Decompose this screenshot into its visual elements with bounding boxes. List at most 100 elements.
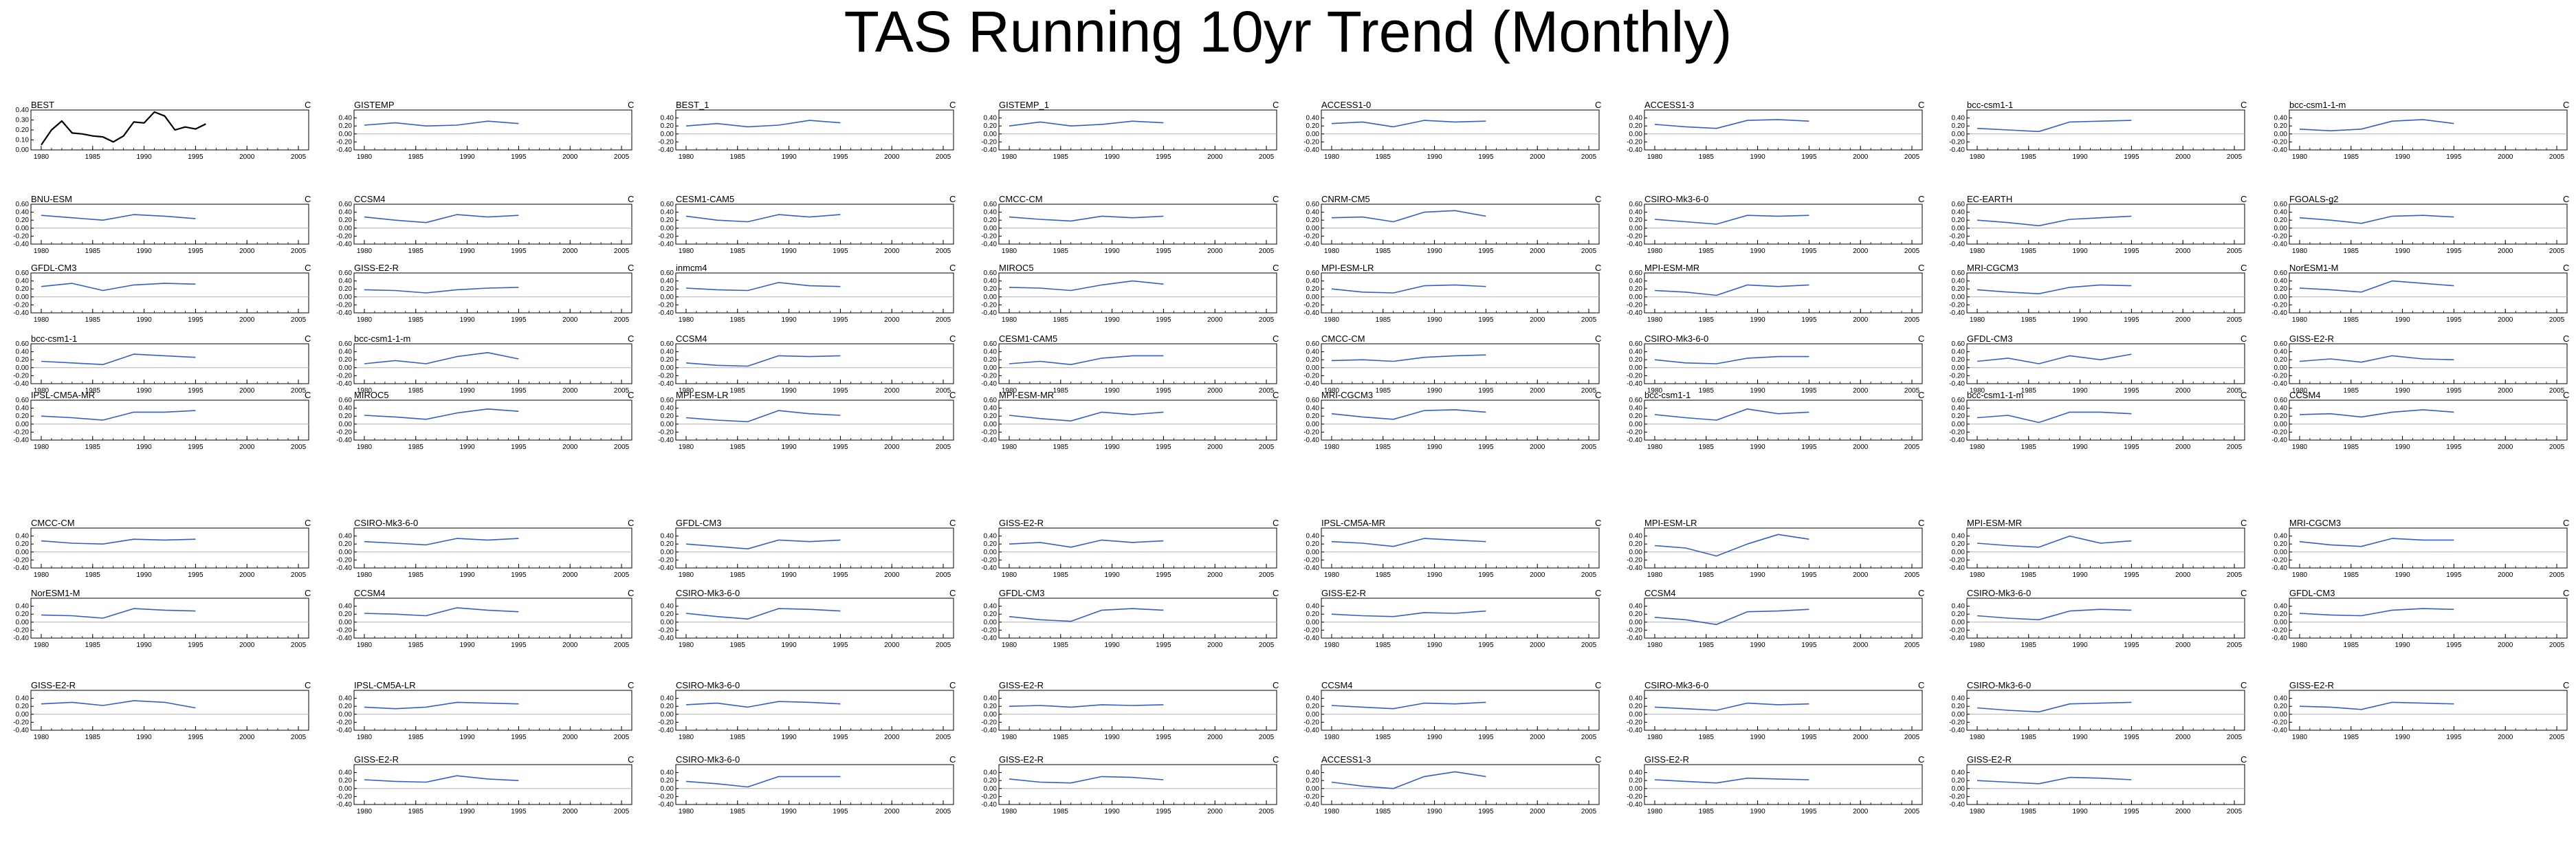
y-tick-label: 0.00 [661,785,674,793]
y-tick-label: 0.00 [984,294,998,301]
panel-unit-label: C [1595,100,1602,110]
y-tick-label: 0.00 [1952,619,1966,626]
model-series-line [41,410,196,421]
plot-frame [30,527,309,569]
y-tick-label: 0.00 [1306,711,1320,719]
plot-frame [675,764,954,805]
x-tick-label: 1980 [34,316,49,324]
x-tick-label: 1990 [2072,248,2088,255]
x-tick-label: 2000 [884,642,900,649]
panel-title: CCSM4 [676,333,707,344]
x-tick-label: 2000 [1530,734,1545,741]
x-tick-label: 1990 [136,444,152,451]
x-tick-label: 1995 [188,571,203,579]
x-tick-label: 1995 [2124,571,2139,579]
x-tick-label: 2005 [291,153,307,161]
x-tick-label: 1985 [85,444,101,451]
y-tick-label: 0.40 [661,695,674,703]
y-tick-label: -0.20 [1303,719,1319,726]
y-tick-label: -0.20 [1303,372,1319,380]
y-tick-label: 0.40 [2274,603,2288,611]
x-tick-label: 2000 [1853,153,1869,161]
model-series-line [1977,353,2132,364]
y-tick-label: -0.40 [981,565,997,572]
y-tick-label: 0.60 [1629,270,1643,277]
x-tick-label: 1995 [1478,571,1494,579]
x-tick-label: 1995 [1156,734,1171,741]
y-tick-label: -0.20 [1303,793,1319,800]
x-tick-label: 2005 [1904,808,1920,815]
panel-unit-label: C [2241,680,2247,690]
y-tick-label: 0.60 [339,201,353,208]
y-tick-label: -0.40 [1949,565,1965,572]
model-series-line [1331,409,1486,420]
y-tick-label: 0.40 [984,115,998,122]
y-tick-label: 0.40 [1306,405,1320,413]
x-tick-label: 1980 [1970,444,1985,451]
y-tick-label: -0.20 [1949,793,1965,800]
model-series-line [1977,120,2132,133]
panel-plot: -0.40-0.200.000.200.40 1980 1985 1990 1995 20… [981,527,1277,579]
model-series-line [685,410,841,423]
x-tick-label: 1980 [679,734,694,741]
plot-frame [1966,764,2245,805]
chart-panel: MIROC5 C -0.40 -0.20 0.00 0.20 0.40 0.60 1980 198… [981,263,1279,327]
y-tick-label: 0.40 [1952,209,1966,217]
x-tick-label: 1990 [1427,734,1442,741]
x-tick-label: 2000 [884,387,900,395]
x-tick-label: 1995 [511,153,527,161]
panel-unit-label: C [1595,333,1602,344]
y-tick-label: 0.20 [1952,285,1966,293]
x-tick-label: 1980 [357,248,373,255]
y-tick-label: -0.40 [336,380,352,388]
y-tick-label: 0.20 [16,356,30,364]
chart-panel: GISS-E2-R C -0.40 -0.20 0.00 0.20 0.40 1980 1985… [981,518,1279,582]
x-tick-label: 1990 [781,387,797,395]
y-tick-label: -0.20 [2271,719,2287,726]
panel-unit-label: C [1918,754,1925,765]
x-tick-label: 1995 [833,316,848,324]
x-tick-label: 2005 [2227,248,2243,255]
x-tick-label: 2005 [1259,387,1275,395]
x-tick-label: 1980 [1002,387,1017,395]
chart-panel: CCSM4 C -0.40 -0.20 0.00 0.20 0.40 1980 1985 1990… [1303,681,1601,744]
x-tick-label: 2000 [884,316,900,324]
x-tick-label: 1980 [1002,642,1017,649]
panel-plot: -0.40-0.200.000.200.40 1980 1985 1990 1995 20… [981,598,1277,649]
panel-title: GISTEMP_1 [999,100,1049,110]
x-tick-label: 1980 [1970,248,1985,255]
plot-frame [1321,109,1600,151]
y-tick-label: 0.00 [16,421,30,428]
x-tick-label: 2000 [239,387,255,395]
model-series-line [1977,411,2132,424]
y-tick-label: 0.40 [1952,695,1966,703]
panel-unit-label: C [628,518,635,528]
panel-plot: -0.40-0.200.000.200.40 1980 1985 1990 1995 20… [336,598,632,649]
panel-plot: -0.40-0.200.000.200.40 1980 1985 1990 1995 20… [2271,109,2568,161]
x-tick-label: 1980 [1324,642,1340,649]
model-series-line [1331,284,1486,294]
model-series-line [1977,776,2132,785]
panel-unit-label: C [949,194,956,204]
y-tick-label: 0.40 [1306,769,1320,777]
x-tick-label: 1990 [2072,571,2088,579]
y-tick-label: 0.40 [2274,405,2288,413]
y-tick-label: 0.00 [1629,294,1643,301]
y-tick-label: 0.60 [984,340,998,348]
x-tick-label: 1990 [2395,153,2410,161]
x-tick-label: 1990 [1427,571,1442,579]
x-tick-label: 1990 [459,571,475,579]
panel-plot: -0.40-0.200.000.200.400.60 1980 1985 1990 19… [658,201,954,255]
y-tick-label: 0.20 [1306,285,1320,293]
x-tick-label: 1980 [679,808,694,815]
model-series-line [1009,704,1164,708]
x-tick-label: 1985 [1376,387,1391,395]
x-tick-label: 1980 [357,642,373,649]
model-series-line [364,214,519,223]
x-tick-label: 1990 [2395,734,2410,741]
y-tick-label: 0.60 [1306,397,1320,404]
model-series-line [1654,355,1809,364]
y-tick-label: 0.00 [339,711,353,719]
x-tick-label: 2000 [562,734,578,741]
x-tick-label: 2005 [936,248,951,255]
